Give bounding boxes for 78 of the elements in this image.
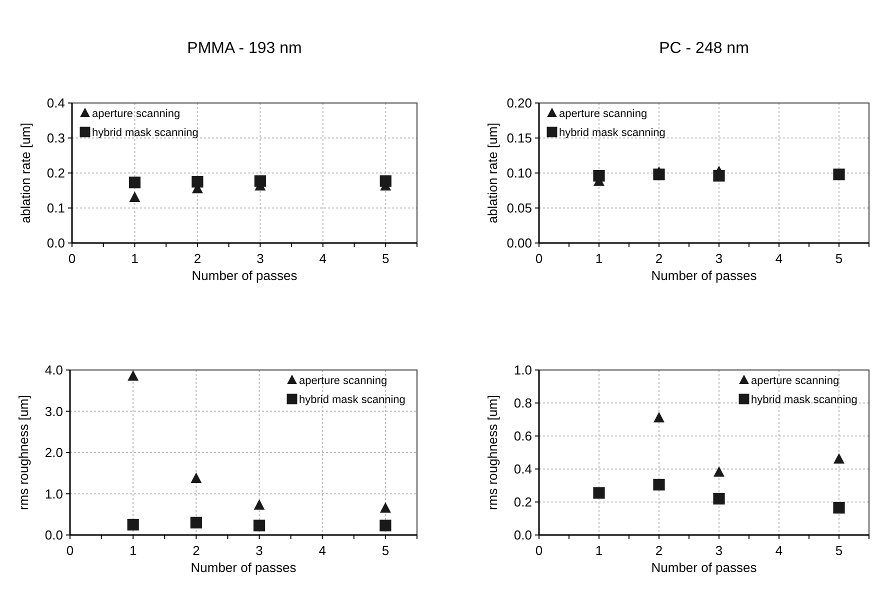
legend-label: aperture scanning xyxy=(751,375,840,387)
point xyxy=(834,453,844,464)
point xyxy=(127,518,139,530)
x-tick-label: 4 xyxy=(318,543,326,558)
y-tick-label: 0.6 xyxy=(514,428,532,444)
x-tick-label: 5 xyxy=(835,251,843,266)
point xyxy=(833,502,845,514)
y-tick-label: 0.4 xyxy=(46,96,65,110)
point xyxy=(254,499,265,510)
x-tick-label: 5 xyxy=(835,543,843,558)
x-tick-label: 4 xyxy=(319,251,327,266)
x-tick-label: 1 xyxy=(595,251,603,266)
legend-label: aperture scanning xyxy=(299,375,388,387)
point xyxy=(190,516,202,528)
x-tick-label: 5 xyxy=(382,251,390,266)
x-tick-label: 2 xyxy=(655,251,663,266)
x-tick-label: 4 xyxy=(775,543,783,558)
y-tick-label: 0.2 xyxy=(46,166,65,180)
x-tick-label: 3 xyxy=(715,251,723,266)
x-tick-label: 2 xyxy=(192,543,200,558)
y-tick-label: 0.0 xyxy=(44,528,63,542)
x-axis-title: Number of passes xyxy=(651,560,758,575)
y-tick-label: 2.0 xyxy=(44,445,63,460)
point xyxy=(380,520,392,532)
chart-title: PC - 248 nm xyxy=(659,40,749,57)
x-tick-label: 2 xyxy=(194,251,202,266)
legend-label: aperture scanning xyxy=(559,108,648,120)
y-tick-label: 0.3 xyxy=(46,130,65,146)
y-tick-label: 0.0 xyxy=(514,528,532,542)
point xyxy=(380,502,391,513)
point xyxy=(653,478,665,490)
x-tick-label: 4 xyxy=(775,251,783,266)
y-tick-label: 0.1 xyxy=(46,200,65,216)
point xyxy=(714,466,724,477)
y-tick-label: 4.0 xyxy=(44,362,63,378)
legend-label: hybrid mask scanning xyxy=(92,127,198,139)
point xyxy=(713,492,725,504)
x-tick-label: 3 xyxy=(256,543,263,558)
x-tick-label: 1 xyxy=(595,543,603,558)
y-tick-label: 0.00 xyxy=(506,236,532,250)
y-tick-label: 0.20 xyxy=(506,96,532,110)
x-tick-label: 5 xyxy=(382,543,390,558)
x-tick-label: 0 xyxy=(68,251,76,266)
x-tick-label: 0 xyxy=(66,543,74,558)
y-tick-label: 1.0 xyxy=(514,362,532,378)
x-tick-label: 1 xyxy=(129,543,137,558)
x-tick-label: 2 xyxy=(655,543,663,558)
y-tick-label: 0.10 xyxy=(506,166,532,180)
x-axis-title: Number of passes xyxy=(192,268,298,283)
x-tick-label: 1 xyxy=(131,251,138,266)
x-tick-label: 0 xyxy=(535,543,543,558)
point xyxy=(593,487,605,499)
y-tick-label: 0.05 xyxy=(506,200,532,216)
y-tick-label: 0.0 xyxy=(46,236,65,250)
x-tick-label: 0 xyxy=(535,251,543,266)
x-axis-title: Number of passes xyxy=(651,268,758,283)
legend-label: hybrid mask scanning xyxy=(559,127,666,139)
point xyxy=(190,472,202,483)
y-tick-label: 0.8 xyxy=(514,396,532,410)
legend-label: hybrid mask scanning xyxy=(299,394,406,406)
legend-label: aperture scanning xyxy=(92,108,180,120)
point xyxy=(654,412,664,422)
point xyxy=(253,520,266,532)
y-tick-label: 3.0 xyxy=(44,404,63,419)
y-tick-label: 0.4 xyxy=(514,462,532,476)
y-tick-label: 0.15 xyxy=(506,130,532,146)
chart-title: PMMA - 193 nm xyxy=(187,40,302,57)
y-tick-label: 1.0 xyxy=(44,486,63,502)
y-axis-title: rms roughness [um] xyxy=(16,395,31,510)
legend-label: hybrid mask scanning xyxy=(751,394,858,406)
x-axis-title: Number of passes xyxy=(190,560,297,575)
y-tick-label: 0.2 xyxy=(514,494,532,510)
x-tick-label: 3 xyxy=(256,251,264,266)
y-axis-title: ablation rate [um] xyxy=(485,122,500,224)
y-axis-title: ablation rate [um] xyxy=(18,122,33,224)
y-axis-title: rms roughness [um] xyxy=(485,395,500,510)
point xyxy=(128,370,139,381)
x-tick-label: 3 xyxy=(715,543,723,558)
